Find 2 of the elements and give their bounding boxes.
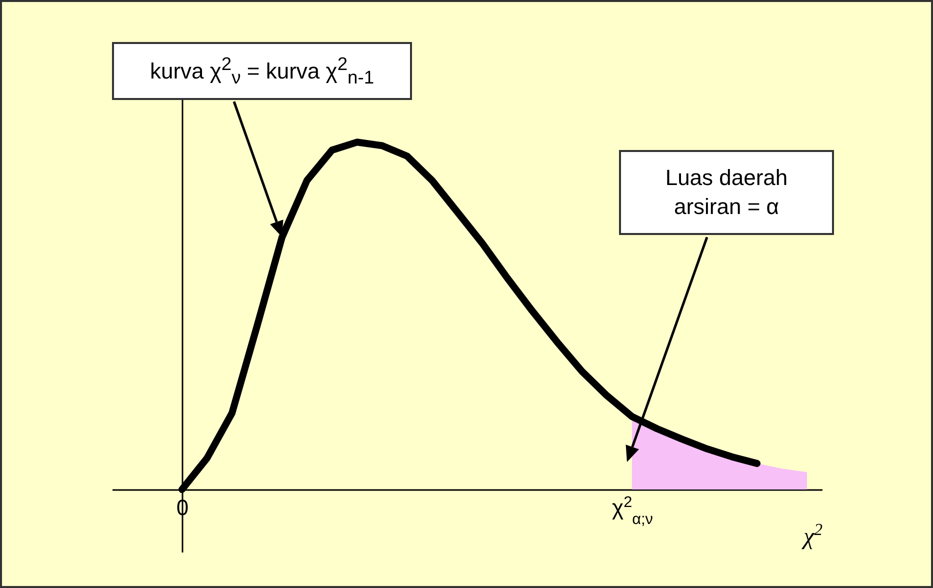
callout-box: Luas daerah arsiran = α [619,150,834,236]
x-axis-title: χ$^{2}$ [802,519,824,550]
